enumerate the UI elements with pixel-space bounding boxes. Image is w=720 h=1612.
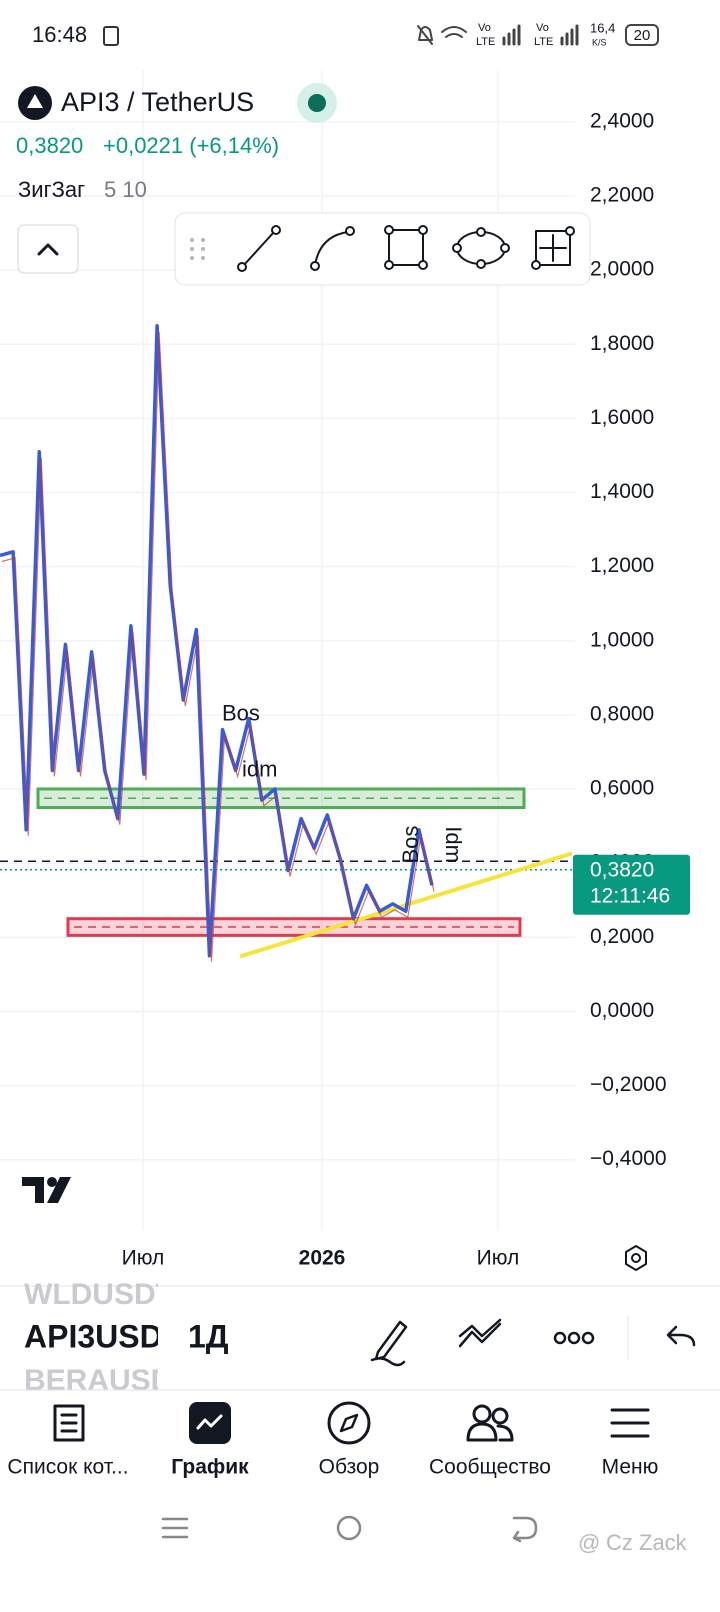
- sim-label: LTE: [534, 36, 553, 48]
- time-label: Июл: [122, 1247, 165, 1270]
- settings-icon[interactable]: [625, 1245, 647, 1271]
- time-label: 2026: [299, 1247, 346, 1270]
- nav-icon: [491, 1407, 509, 1425]
- y-tick-label: 0,8000: [590, 702, 654, 725]
- system-back[interactable]: [512, 1516, 538, 1543]
- system-recents[interactable]: [161, 1517, 189, 1539]
- more-icon[interactable]: [553, 1331, 595, 1345]
- speed-unit: K/S: [592, 37, 607, 47]
- nav-label: Сообщество: [429, 1456, 551, 1479]
- symbol-logo-mark: [27, 94, 43, 108]
- nav-icon-mark: [339, 1413, 359, 1433]
- prev-symbol[interactable]: WLDUSDT: [24, 1278, 174, 1311]
- current-symbol[interactable]: API3USDT: [24, 1318, 183, 1354]
- nav-icon-mark: [466, 1422, 514, 1442]
- collapse-button[interactable]: [17, 224, 79, 274]
- system-home[interactable]: [336, 1515, 362, 1541]
- y-tick-label: −0,4000: [590, 1147, 667, 1170]
- tool-projection[interactable]: [531, 226, 575, 270]
- tool-rectangle[interactable]: [384, 225, 428, 270]
- annotation: Bos: [222, 701, 260, 726]
- y-tick-label: 1,6000: [590, 406, 654, 429]
- zone: [66, 917, 522, 937]
- y-tick-label: 1,0000: [590, 628, 654, 651]
- price-change: +0,0221 (+6,14%): [103, 133, 279, 158]
- y-tick-label: 2,0000: [590, 258, 654, 281]
- symbol-title[interactable]: API3 / TetherUS: [61, 87, 254, 117]
- tv-logo-dot: [47, 1177, 57, 1187]
- drag-handle[interactable]: [190, 238, 205, 260]
- y-tick-label: −0,2000: [590, 1073, 667, 1096]
- signal-icon: [560, 24, 579, 46]
- nav-icon: [472, 1404, 492, 1424]
- nav-label: График: [171, 1456, 249, 1479]
- undo-icon[interactable]: [666, 1325, 696, 1347]
- speed: 16,4: [590, 20, 615, 35]
- y-tick-label: 1,2000: [590, 554, 654, 577]
- status-icon: [103, 26, 119, 46]
- signal-icon: [502, 24, 521, 46]
- sim-label: Vo: [536, 22, 549, 34]
- y-tick-label: 2,4000: [590, 109, 654, 132]
- price-badge-countdown: 12:11:46: [590, 884, 670, 907]
- chart: Июл 2026 Июл 2,4000 2,2000 2,0000 1,8000 1,6000…: [0, 70, 690, 1270]
- tool-ellipse[interactable]: [452, 227, 510, 269]
- watermark-at: @: [578, 1530, 600, 1555]
- annotation: Idm: [441, 826, 466, 863]
- nav-menu[interactable]: Меню: [602, 1408, 659, 1479]
- zigzag-line: [0, 323, 434, 958]
- annotation: idm: [242, 756, 277, 781]
- interval[interactable]: 1Д: [188, 1318, 229, 1354]
- annotation: Bos: [398, 826, 423, 864]
- draw-icon[interactable]: [370, 1320, 408, 1367]
- y-tick-label: 1,8000: [590, 332, 654, 355]
- market-status-dot: [308, 94, 326, 112]
- indicator-params: 5 10: [104, 177, 147, 202]
- watermark: Cz Zack: [606, 1530, 688, 1555]
- symbol-picker[interactable]: WLDUSDT API3USDT BERAUSDT: [24, 1278, 191, 1397]
- price: 0,3820: [16, 133, 83, 158]
- settings-icon-center: [631, 1253, 641, 1263]
- tv-logo: [22, 1177, 71, 1203]
- price-badge: [573, 854, 690, 915]
- indicator-name[interactable]: ЗигЗаг: [18, 177, 85, 202]
- next-symbol[interactable]: BERAUSDT: [24, 1364, 191, 1397]
- status-time: 16:48: [32, 22, 87, 47]
- sim-label: LTE: [476, 36, 495, 48]
- nav-icon-mark: [196, 1414, 223, 1430]
- y-tick-label: 0,2000: [590, 925, 654, 948]
- nav-explore[interactable]: Обзор: [319, 1401, 380, 1479]
- nav-label: Меню: [602, 1456, 659, 1479]
- chevron-up: [37, 243, 59, 256]
- battery-level: 20: [634, 27, 651, 44]
- y-tick-label: 0,6000: [590, 777, 654, 800]
- indicators-icon[interactable]: [458, 1318, 502, 1348]
- drawing-toolbar: [174, 212, 591, 286]
- nav-chart[interactable]: График: [171, 1402, 249, 1479]
- tool-line[interactable]: [237, 225, 281, 272]
- y-tick-label: 0,0000: [590, 999, 654, 1022]
- nav-icon: [327, 1401, 371, 1445]
- sim-label: Vo: [478, 22, 491, 34]
- time-label: Июл: [477, 1247, 520, 1270]
- nav-label: Обзор: [319, 1456, 380, 1479]
- nav-watchlist[interactable]: Список кот...: [7, 1404, 129, 1479]
- y-tick-label: 1,4000: [590, 480, 654, 503]
- tool-curve[interactable]: [310, 226, 355, 271]
- price-badge-value: 0,3820: [590, 858, 654, 881]
- wifi-icon: [441, 26, 467, 38]
- zone: [36, 787, 526, 810]
- mute-icon: [417, 25, 433, 45]
- y-tick-label: 2,2000: [590, 184, 654, 207]
- battery: [625, 24, 659, 46]
- price-line: [1, 331, 435, 962]
- nav-label: Список кот...: [7, 1456, 128, 1479]
- nav-icon: [610, 1408, 650, 1438]
- nav-community[interactable]: Сообщество: [429, 1404, 551, 1479]
- nav-icon: [53, 1404, 85, 1442]
